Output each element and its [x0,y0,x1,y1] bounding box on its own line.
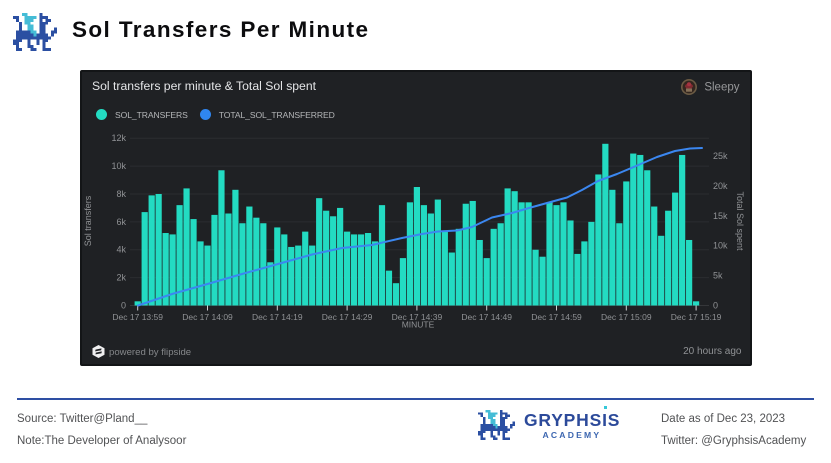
svg-text:25k: 25k [713,151,728,161]
svg-text:Dec 17 14:59: Dec 17 14:59 [531,312,582,322]
svg-text:MINUTE: MINUTE [402,320,435,330]
svg-text:Total Sol spent: Total Sol spent [735,191,745,251]
svg-text:6k: 6k [116,217,126,227]
svg-text:Dec 17 14:09: Dec 17 14:09 [182,312,233,322]
svg-text:Sol transfers: Sol transfers [83,195,93,246]
svg-text:12k: 12k [111,133,126,143]
svg-text:15k: 15k [713,211,728,221]
svg-text:10k: 10k [713,241,728,251]
svg-text:Dec 17 13:59: Dec 17 13:59 [112,312,163,322]
svg-text:Dec 17 14:39: Dec 17 14:39 [392,312,443,322]
svg-text:4k: 4k [116,245,126,255]
svg-text:0: 0 [121,301,126,311]
svg-text:8k: 8k [116,189,126,199]
svg-text:0: 0 [713,301,718,311]
svg-text:20k: 20k [713,181,728,191]
svg-text:Dec 17 14:19: Dec 17 14:19 [252,312,303,322]
svg-text:Dec 17 14:29: Dec 17 14:29 [322,312,373,322]
svg-text:Dec 17 15:09: Dec 17 15:09 [601,312,652,322]
svg-text:Dec 17 14:49: Dec 17 14:49 [461,312,512,322]
svg-text:2k: 2k [116,273,126,283]
svg-text:5k: 5k [713,271,723,281]
svg-text:Dec 17 15:19: Dec 17 15:19 [671,312,722,322]
svg-text:10k: 10k [111,161,126,171]
